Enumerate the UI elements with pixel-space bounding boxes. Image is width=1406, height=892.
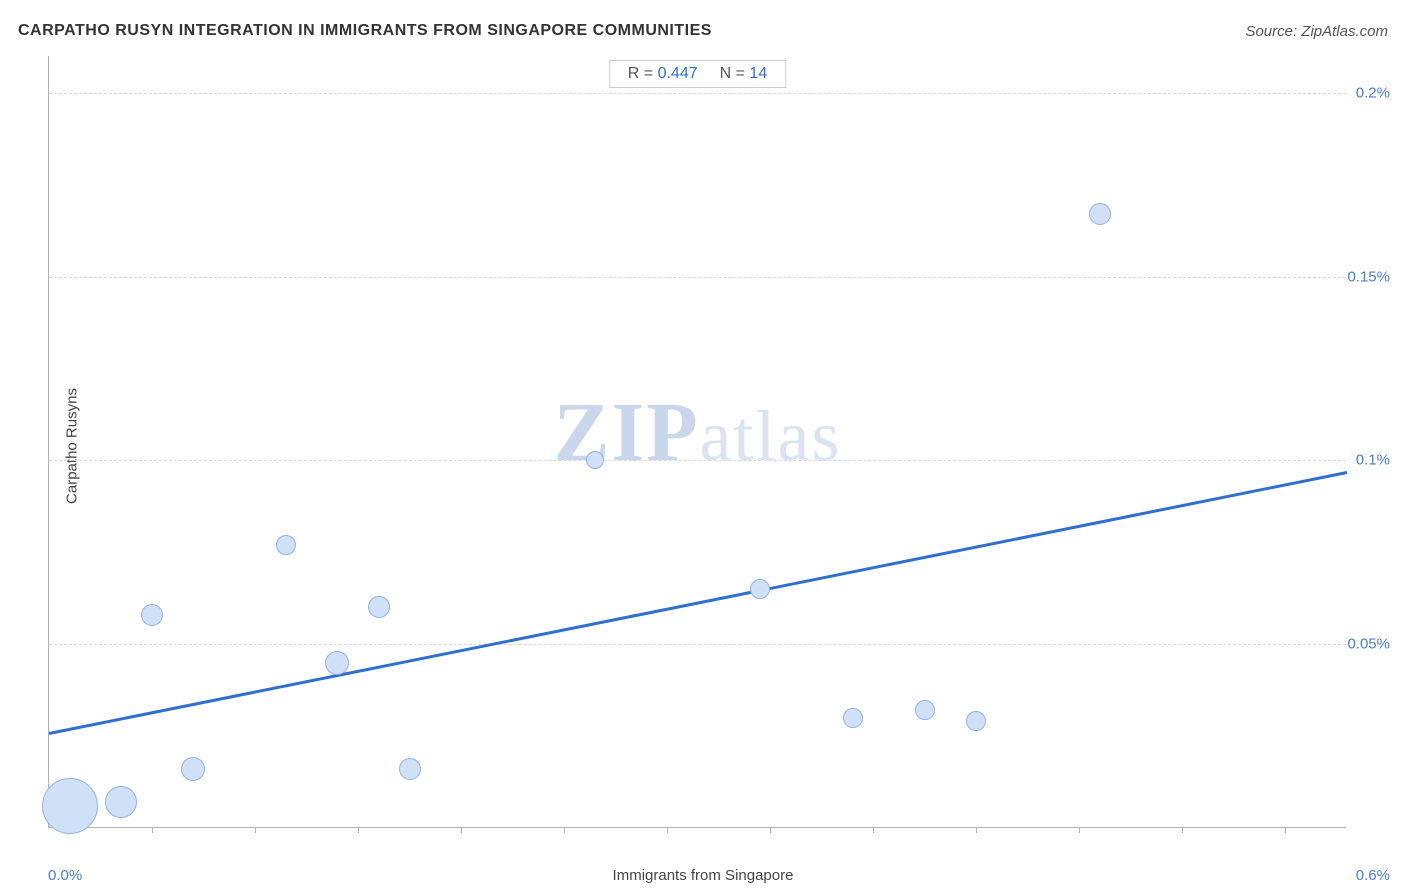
gridline — [49, 277, 1346, 278]
data-point — [750, 579, 770, 599]
x-tick — [976, 827, 977, 833]
data-point — [843, 708, 863, 728]
x-tick — [1285, 827, 1286, 833]
gridline — [49, 460, 1346, 461]
x-axis-label: Immigrants from Singapore — [613, 867, 794, 884]
x-tick — [255, 827, 256, 833]
chart-source: Source: ZipAtlas.com — [1245, 23, 1388, 40]
chart-header: CARPATHO RUSYN INTEGRATION IN IMMIGRANTS… — [0, 0, 1406, 50]
data-point — [42, 778, 98, 834]
data-point — [1089, 203, 1111, 225]
x-tick — [1079, 827, 1080, 833]
data-point — [368, 596, 390, 618]
r-stat: R = 0.447 — [628, 65, 698, 83]
data-point — [181, 757, 205, 781]
x-end-tick-label: 0.6% — [1356, 867, 1390, 884]
n-label: N = — [720, 65, 745, 82]
watermark-atlas: atlas — [700, 395, 842, 475]
x-tick — [358, 827, 359, 833]
data-point — [915, 700, 935, 720]
y-tick-label: 0.05% — [1347, 636, 1390, 653]
trend-line — [49, 471, 1348, 735]
y-tick-label: 0.15% — [1347, 268, 1390, 285]
data-point — [105, 786, 137, 818]
n-stat: N = 14 — [720, 65, 768, 83]
chart-title: CARPATHO RUSYN INTEGRATION IN IMMIGRANTS… — [18, 22, 712, 40]
plot-area: ZIPatlas R = 0.447 N = 14 — [48, 56, 1346, 828]
r-label: R = — [628, 65, 653, 82]
x-origin-tick-label: 0.0% — [48, 867, 82, 884]
gridline — [49, 93, 1346, 94]
x-tick — [461, 827, 462, 833]
gridline — [49, 644, 1346, 645]
x-tick — [1182, 827, 1183, 833]
y-tick-label: 0.2% — [1356, 84, 1390, 101]
data-point — [966, 711, 986, 731]
data-point — [586, 451, 604, 469]
y-tick-label: 0.1% — [1356, 452, 1390, 469]
watermark-zip: ZIP — [554, 385, 700, 478]
n-value: 14 — [749, 65, 767, 82]
x-tick — [873, 827, 874, 833]
x-tick — [770, 827, 771, 833]
x-tick — [667, 827, 668, 833]
r-value: 0.447 — [658, 65, 698, 82]
data-point — [325, 651, 349, 675]
data-point — [399, 758, 421, 780]
stats-box: R = 0.447 N = 14 — [609, 60, 786, 88]
data-point — [141, 604, 163, 626]
data-point — [276, 535, 296, 555]
x-tick — [564, 827, 565, 833]
x-tick — [152, 827, 153, 833]
